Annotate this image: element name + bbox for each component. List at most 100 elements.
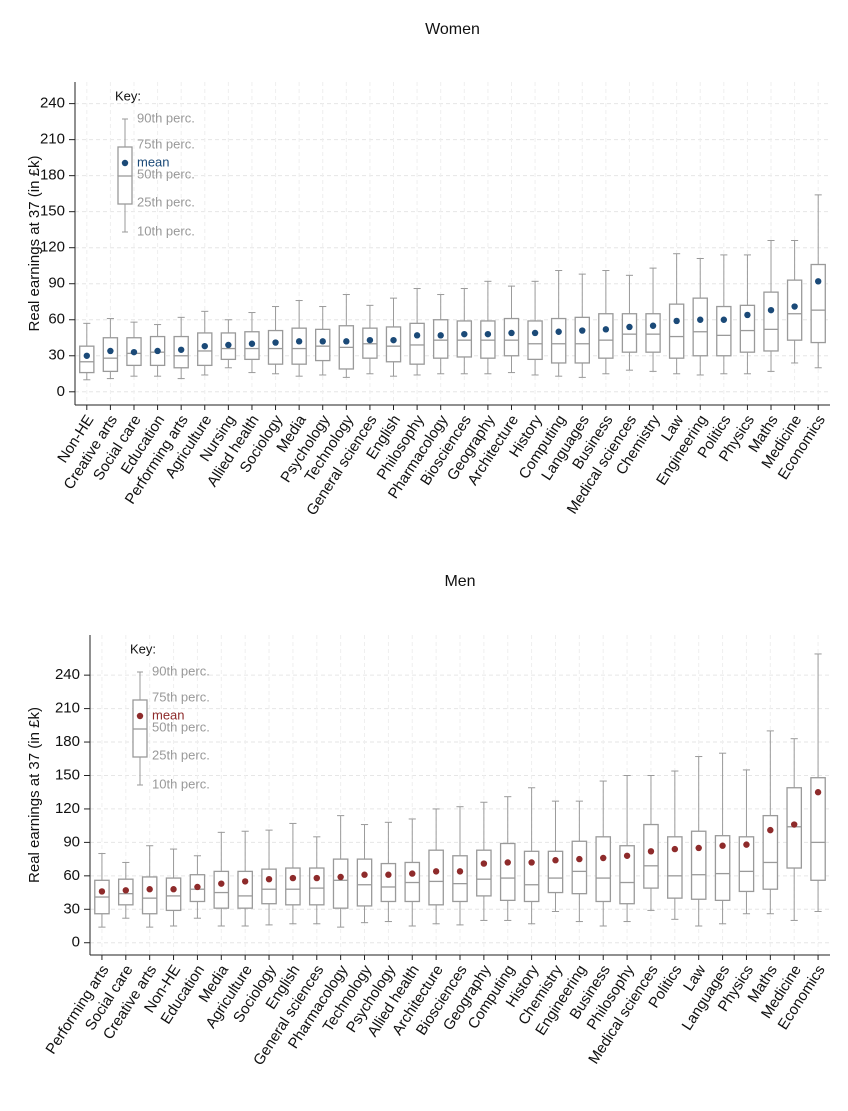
mean-dot bbox=[201, 342, 208, 350]
box bbox=[595, 836, 612, 903]
box bbox=[527, 320, 543, 361]
key-label: 10th perc. bbox=[137, 223, 195, 238]
box bbox=[476, 849, 492, 897]
y-axis-label: Real earnings at 37 (in £k) bbox=[26, 707, 43, 883]
key-label: 90th perc. bbox=[152, 663, 210, 678]
mean-dot bbox=[319, 338, 326, 345]
box bbox=[102, 337, 119, 373]
box bbox=[79, 345, 95, 374]
box bbox=[503, 317, 520, 357]
chart-title: Men bbox=[444, 573, 475, 590]
mean-dot bbox=[671, 845, 679, 853]
box bbox=[291, 327, 307, 365]
mean-dot bbox=[409, 870, 416, 877]
box bbox=[692, 297, 708, 357]
mean-dot bbox=[814, 789, 822, 796]
mean-dot bbox=[484, 330, 492, 338]
box bbox=[643, 823, 659, 889]
mean-dot bbox=[673, 317, 680, 325]
y-tick-label: 90 bbox=[48, 275, 65, 292]
mean-dot bbox=[456, 868, 464, 875]
box bbox=[714, 835, 731, 902]
mean-dot bbox=[576, 855, 583, 863]
mean-dot bbox=[295, 338, 303, 345]
mean-dot bbox=[504, 859, 511, 866]
box bbox=[574, 316, 590, 364]
mean-dot bbox=[248, 340, 256, 347]
y-tick-label: 0 bbox=[57, 383, 65, 400]
mean-dot bbox=[528, 859, 535, 866]
box bbox=[356, 858, 373, 907]
mean-dot bbox=[122, 887, 130, 894]
mean-dot bbox=[241, 878, 249, 885]
key-label: 75th perc. bbox=[152, 689, 210, 704]
mean-dot bbox=[83, 352, 90, 359]
key-label: 50th perc. bbox=[152, 719, 210, 734]
y-tick-label: 240 bbox=[40, 95, 65, 112]
mean-dot bbox=[130, 348, 138, 356]
y-tick-label: 150 bbox=[40, 203, 65, 220]
mean-dot bbox=[623, 852, 631, 859]
y-axis-label: Real earnings at 37 (in £k) bbox=[26, 156, 43, 332]
mean-dot bbox=[697, 316, 704, 323]
box bbox=[499, 842, 516, 902]
box bbox=[315, 328, 331, 362]
box bbox=[237, 870, 253, 909]
y-tick-label: 60 bbox=[63, 867, 80, 884]
box bbox=[550, 317, 567, 364]
box bbox=[786, 787, 803, 869]
box bbox=[213, 870, 230, 909]
mean-dot bbox=[154, 347, 161, 355]
mean-dot bbox=[98, 888, 106, 895]
mean-dot bbox=[313, 874, 320, 882]
mean-dot bbox=[272, 339, 279, 346]
key-label: 25th perc. bbox=[137, 194, 195, 209]
y-tick-label: 240 bbox=[55, 666, 80, 683]
mean-dot bbox=[218, 880, 225, 887]
mean-dot bbox=[743, 841, 750, 848]
mean-dot bbox=[531, 329, 539, 337]
key-label: 10th perc. bbox=[152, 776, 210, 791]
mean-dot bbox=[225, 341, 232, 349]
box bbox=[380, 862, 397, 903]
box bbox=[141, 876, 158, 915]
key-label: 50th perc. bbox=[137, 166, 195, 181]
box bbox=[385, 326, 402, 363]
box bbox=[571, 840, 588, 895]
box bbox=[598, 313, 614, 359]
y-tick-label: 60 bbox=[48, 311, 65, 328]
key-label: 25th perc. bbox=[152, 747, 210, 762]
key-mean bbox=[136, 712, 144, 720]
key-title: Key: bbox=[130, 641, 156, 656]
mean-dot bbox=[361, 871, 368, 878]
mean-dot bbox=[600, 854, 607, 862]
mean-dot bbox=[791, 303, 798, 310]
mean-dot bbox=[767, 826, 774, 834]
y-tick-label: 180 bbox=[40, 167, 65, 184]
box bbox=[667, 836, 683, 899]
box bbox=[432, 319, 449, 359]
key-label: 75th perc. bbox=[137, 136, 195, 151]
mean-dot bbox=[390, 336, 397, 344]
mean-dot bbox=[170, 886, 177, 893]
mean-dot bbox=[366, 336, 374, 344]
mean-dot bbox=[461, 330, 468, 338]
y-tick-label: 90 bbox=[63, 833, 80, 850]
y-tick-label: 210 bbox=[40, 131, 65, 148]
mean-dot bbox=[719, 842, 726, 849]
box bbox=[690, 830, 707, 900]
mean-dot bbox=[552, 857, 559, 864]
mean-dot bbox=[767, 306, 775, 314]
box bbox=[763, 291, 779, 352]
mean-dot bbox=[194, 883, 201, 891]
mean-dot bbox=[649, 322, 657, 329]
mean-dot bbox=[437, 332, 444, 339]
mean-dot bbox=[337, 873, 344, 881]
y-tick-label: 30 bbox=[48, 347, 65, 364]
box bbox=[261, 868, 277, 905]
box bbox=[165, 877, 182, 912]
box bbox=[409, 322, 425, 365]
mean-dot bbox=[508, 329, 515, 337]
